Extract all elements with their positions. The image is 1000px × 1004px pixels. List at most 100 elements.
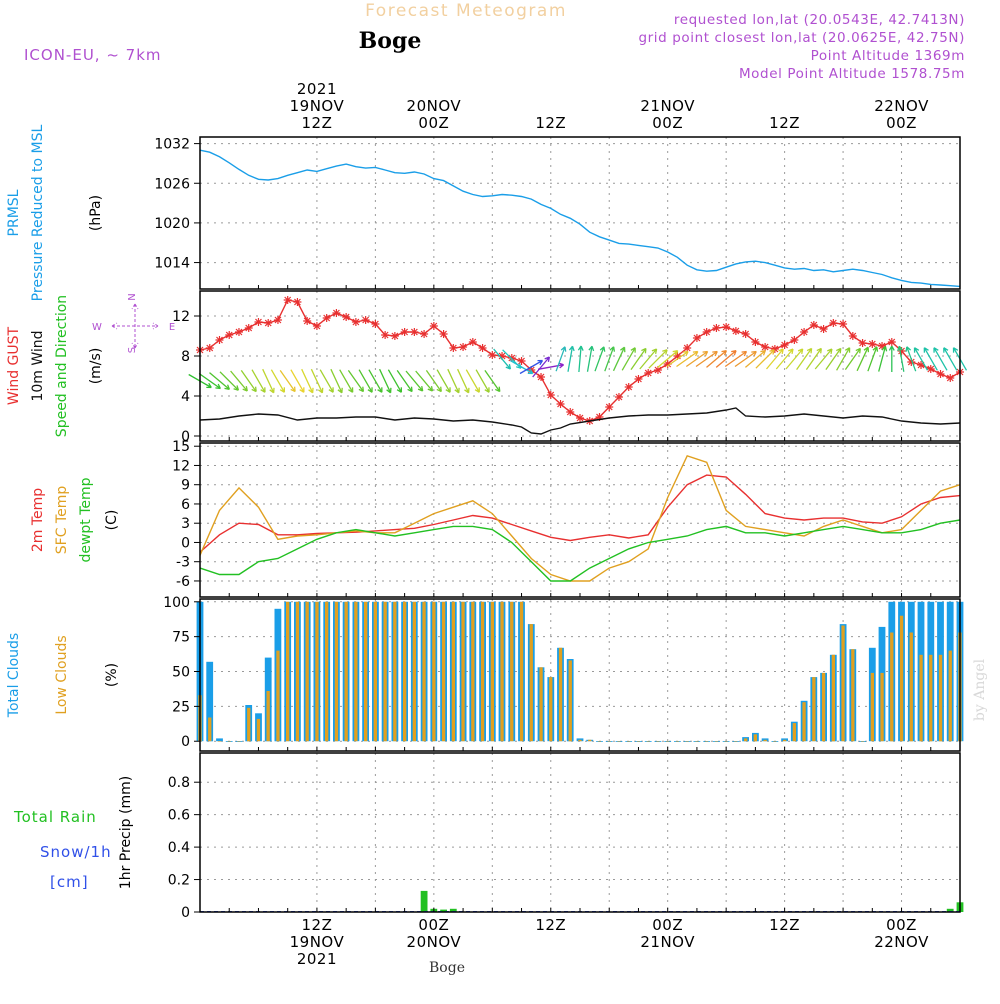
temperature-series-line-2 — [199, 519, 961, 582]
low-cloud-bar — [519, 601, 524, 742]
low-cloud-bar — [724, 741, 728, 742]
low-cloud-bar — [705, 741, 709, 742]
model-label: ICON-EU, ~ 7km — [24, 46, 162, 64]
wind-ytick-label: 12 — [172, 309, 190, 325]
gust-point — [390, 332, 399, 340]
low-cloud-bar — [812, 677, 816, 742]
wind-arrow — [621, 347, 636, 371]
bottom-time-label: 22NOV — [874, 933, 929, 951]
bottom-time-label: 00Z — [652, 916, 683, 934]
wind-arrow — [436, 369, 451, 393]
model-altitude: Model Point Altitude 1578.75m — [739, 66, 965, 82]
gust-point — [595, 413, 604, 421]
low-cloud-bar — [295, 601, 300, 742]
gust-point — [410, 328, 419, 336]
wind-arrow — [805, 347, 822, 370]
gust-point — [761, 343, 770, 351]
low-cloud-bar — [656, 741, 660, 742]
rain-bar — [946, 908, 954, 912]
low-cloud-bar — [734, 741, 738, 742]
low-cloud-bar — [344, 601, 348, 742]
wind-arrow — [347, 370, 365, 393]
wind-arrow — [555, 346, 567, 372]
gust-point — [663, 360, 672, 368]
gust-point — [624, 383, 633, 391]
clouds-ytick-label: 100 — [163, 595, 190, 611]
wind-arrow — [358, 369, 373, 393]
wind-arrow — [251, 369, 266, 393]
low-cloud-bar — [480, 601, 485, 742]
precip-unit-label: 1hr Precip (mm) — [118, 776, 134, 889]
bottom-time-label: 00Z — [886, 916, 917, 934]
gust-point — [420, 330, 429, 338]
grid-point-coords: grid point closest lon,lat (20.0625E, 42… — [638, 30, 965, 46]
low-cloud-bar — [539, 667, 543, 742]
low-cloud-bar — [256, 718, 261, 742]
temperature-ytick-label: 3 — [181, 516, 190, 532]
low-cloud-bar — [860, 741, 865, 742]
low-cloud-bar — [578, 739, 582, 742]
low-cloud-bar — [938, 654, 943, 742]
wind-arrow — [905, 346, 917, 372]
wind-arrow — [775, 348, 794, 370]
pressure-panel: 1014 1020 1026 1032 PRMSL Pressure Reduced to… — [6, 124, 961, 301]
low-cloud-bar — [451, 601, 455, 742]
wind-arrow — [319, 369, 334, 393]
wind-arrow — [715, 349, 737, 368]
gust-point — [946, 374, 955, 382]
low-cloud-bar — [821, 672, 826, 742]
wind-arrow — [923, 347, 938, 371]
low-cloud-bar — [617, 741, 621, 742]
clouds-axis-label: Low Clouds — [54, 635, 70, 714]
low-cloud-bar — [753, 734, 757, 742]
temperature-ytick-label: 15 — [172, 439, 190, 455]
gust-point — [439, 330, 448, 338]
gust-point — [332, 309, 341, 317]
top-time-label: 20NOV — [407, 97, 462, 115]
precip-ytick-label: 0.8 — [168, 775, 190, 791]
low-cloud-bar — [364, 601, 368, 742]
compass-e: E — [169, 322, 175, 333]
low-cloud-bar — [899, 615, 904, 742]
wind-arrow — [604, 346, 616, 372]
wind-arrow — [796, 347, 813, 370]
plot-layer: 1014 1020 1026 1032 PRMSL Pressure Reduced to… — [6, 80, 968, 968]
wind-arrow — [425, 370, 442, 393]
wind-arrow — [836, 347, 851, 371]
gust-point — [293, 298, 302, 306]
low-cloud-bar — [334, 601, 339, 742]
wind-axis-label: Wind GUST — [6, 326, 22, 405]
wind-axis-label: 10m Wind — [30, 330, 46, 401]
gust-point — [605, 403, 614, 411]
wind-arrow — [198, 372, 221, 390]
wind-arrow — [509, 359, 534, 375]
top-time-label: 2021 — [297, 80, 337, 98]
wind-arrow — [219, 371, 240, 391]
gust-point — [917, 361, 926, 369]
compass-w: W — [92, 322, 102, 333]
bottom-time-label: 12Z — [769, 916, 800, 934]
low-cloud-bar — [529, 624, 533, 742]
wind-arrow — [785, 348, 804, 370]
low-cloud-bar — [441, 601, 446, 742]
gust-point — [264, 319, 273, 327]
low-cloud-bar — [929, 654, 933, 742]
wind-arrow — [493, 348, 512, 370]
clouds-axis-label: Total Clouds — [6, 633, 22, 718]
wind-arrow — [897, 345, 905, 372]
clouds-ytick-label: 50 — [172, 665, 190, 681]
bottom-time-label: 2021 — [297, 950, 337, 968]
temperature-axis-label: 2m Temp — [30, 488, 46, 552]
gust-point — [897, 347, 906, 355]
low-cloud-bar — [636, 741, 641, 742]
temperature-axis-label: dewpt Temp — [78, 477, 94, 562]
gust-point — [449, 344, 458, 352]
low-cloud-bar — [802, 702, 806, 742]
top-time-label: 21NOV — [640, 97, 695, 115]
low-cloud-bar — [383, 601, 387, 742]
low-cloud-bar — [773, 741, 777, 742]
gust-point — [283, 296, 292, 304]
gust-point — [205, 344, 214, 352]
wind-arrow — [484, 370, 501, 393]
gust-point — [576, 414, 584, 422]
